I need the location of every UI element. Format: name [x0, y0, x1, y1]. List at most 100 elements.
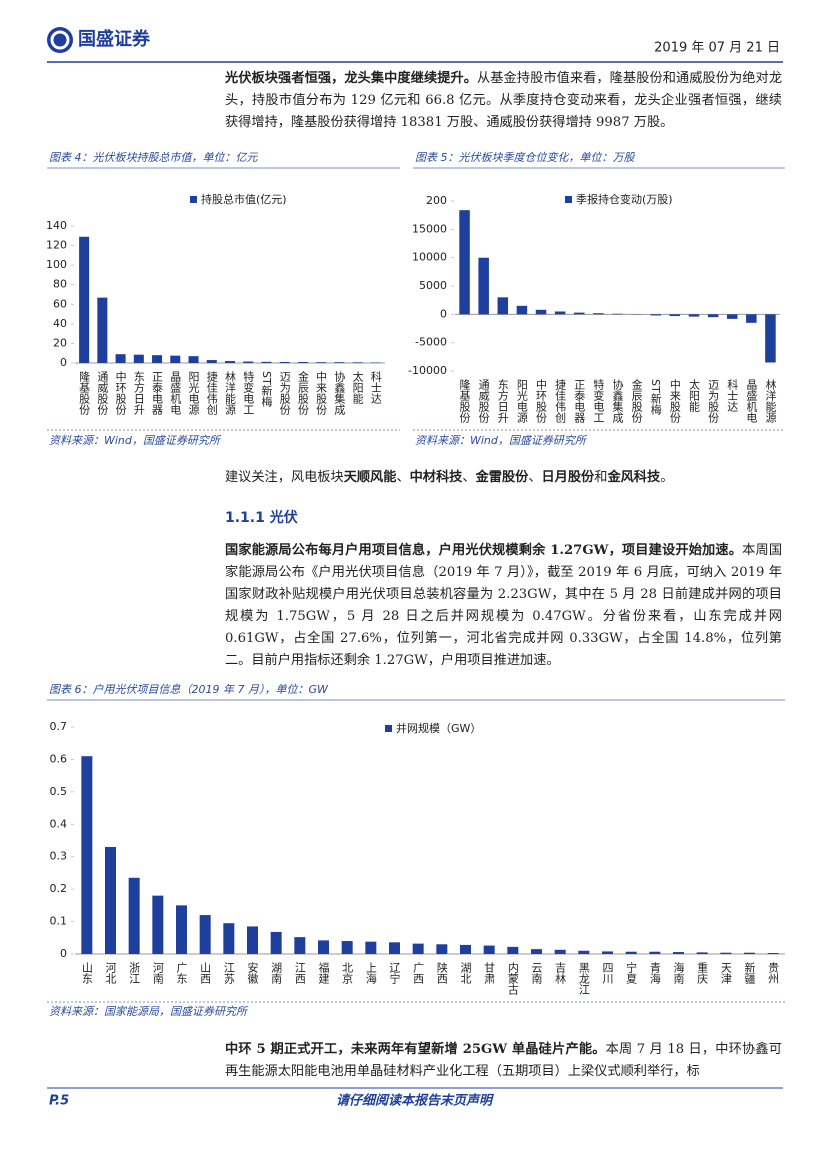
chart-title: 图表 5：光伏板块季度仓位变化，单位：万股 [415, 151, 635, 164]
bar [294, 937, 306, 954]
bar [707, 314, 719, 318]
bar [133, 354, 144, 363]
bar [497, 297, 509, 315]
x-tick-label: 黑龙江 [577, 962, 590, 995]
text-segment: 天顺风能 [343, 470, 397, 485]
bar [578, 950, 590, 954]
bar [554, 311, 566, 315]
chart-title: 图表 6：户用光伏项目信息（2019 年 7 月），单位：GW [49, 683, 329, 696]
bar [188, 356, 199, 363]
x-tick-label: 四川 [601, 962, 614, 984]
x-tick-label: 特变电工 [242, 370, 255, 415]
x-tick-label: 湖南 [270, 962, 283, 984]
text-segment: 金雷股份 [475, 470, 529, 485]
x-tick-label: 江西 [293, 962, 306, 984]
x-tick-label: 福建 [317, 961, 330, 985]
x-tick-label: 东方日升 [132, 371, 145, 416]
text-segment: 、 [396, 470, 410, 485]
bar [478, 257, 489, 315]
bar [279, 362, 290, 363]
bar [365, 941, 377, 954]
bar [436, 944, 448, 954]
bar [128, 877, 140, 954]
bar [261, 361, 272, 363]
y-tick-label: 0 [440, 307, 447, 320]
bar [297, 362, 308, 363]
bar [720, 952, 732, 954]
y-tick-label: 100 [46, 258, 67, 271]
x-tick-label: 贵州 [767, 962, 780, 984]
bar [224, 361, 236, 363]
text-segment: 、 [462, 470, 476, 485]
x-tick-label: 迈为股份 [278, 371, 291, 416]
y-tick-label: 40 [53, 317, 67, 330]
x-tick-label: 隆基股份 [78, 370, 91, 416]
legend-label: 季报持仓变动(万股) [576, 192, 673, 206]
x-tick-label: 金辰股份 [630, 378, 643, 424]
y-tick-label: 15000 [412, 222, 447, 235]
bar [459, 210, 470, 315]
x-tick-label: 晶盛机电 [745, 379, 758, 423]
x-tick-label: 中来股份 [668, 379, 681, 424]
bar [726, 314, 738, 319]
y-tick-label: 10000 [412, 251, 447, 264]
legend-label: 持股总市值(亿元) [201, 192, 287, 206]
x-tick-label: 辽宁 [388, 962, 401, 984]
bar [170, 355, 181, 363]
y-tick-label: 0.7 [50, 720, 68, 733]
x-tick-label: 隆基股份 [458, 378, 471, 424]
x-tick-label: 青海 [648, 962, 661, 985]
bar [649, 951, 661, 954]
y-tick-label: 120 [46, 239, 67, 252]
y-tick-label: 0.2 [50, 882, 68, 895]
x-tick-label: 金辰股份 [296, 370, 309, 416]
bar [152, 895, 164, 954]
bar [460, 944, 471, 954]
x-tick-label: 协鑫集成 [333, 370, 346, 416]
source-note: 资料来源：国家能源局，国盛证券研究所 [49, 1005, 249, 1018]
bar [688, 314, 700, 317]
x-tick-label: 浙江 [128, 962, 141, 984]
text-segment: 中环 5 期正式开工，未来两年有望新增 25GW 单晶硅片产能。 [225, 1042, 606, 1057]
text-segment: 金风科技 [607, 470, 661, 485]
bar [483, 945, 495, 954]
text-segment: 中材科技 [409, 470, 463, 485]
x-tick-label: 陕西 [435, 961, 448, 984]
y-tick-label: 0 [60, 947, 67, 960]
bar [669, 314, 681, 317]
y-tick-label: 0.1 [50, 915, 68, 928]
bar [696, 952, 708, 954]
x-tick-label: 协鑫集成 [611, 378, 624, 424]
x-tick-label: 中来股份 [315, 371, 328, 416]
text-segment: 本周国家能源局公布《户用光伏项目信息（2019 年 7 月）》，截至 2019 … [225, 543, 783, 668]
legend-swatch [190, 196, 197, 203]
y-tick-label: 200 [426, 194, 447, 207]
x-tick-label: 天津 [719, 962, 732, 984]
x-tick-label: 太阳能 [687, 379, 700, 413]
bar [247, 926, 258, 954]
x-tick-label: ST新梅 [649, 379, 662, 415]
disclaimer: 请仔细阅读本报告末页声明 [336, 1093, 494, 1109]
x-tick-label: 广东 [175, 962, 188, 984]
x-tick-label: 河南 [151, 962, 164, 984]
x-tick-label: 林洋能源 [764, 378, 777, 424]
x-tick-label: 东方日升 [496, 379, 509, 424]
y-tick-label: 5000 [419, 279, 447, 292]
x-tick-label: 中环股份 [114, 371, 127, 416]
section-heading: 1.1.1 光伏 [225, 510, 298, 526]
text-segment: 光伏板块强者恒强，龙头集中度继续提升。 [225, 71, 478, 86]
y-tick-label: 0.4 [50, 817, 68, 830]
x-tick-label: 重庆 [696, 961, 709, 985]
bar [79, 236, 90, 363]
bar [767, 953, 779, 954]
bar [97, 297, 108, 363]
bar [176, 905, 187, 954]
y-tick-label: -5000 [415, 336, 447, 349]
x-tick-label: 河北 [104, 962, 117, 984]
date: 2019 年 07 月 21 日 [654, 41, 780, 56]
x-tick-label: 通威股份 [477, 379, 490, 424]
text-segment: 本周 7 月 18 日，中环协鑫可再生能源太阳能电池用单晶硅材料产业化工程（五期… [225, 1042, 782, 1079]
bar [318, 940, 329, 954]
x-tick-label: 安徽 [246, 961, 259, 985]
text-segment: 。 [660, 470, 674, 485]
